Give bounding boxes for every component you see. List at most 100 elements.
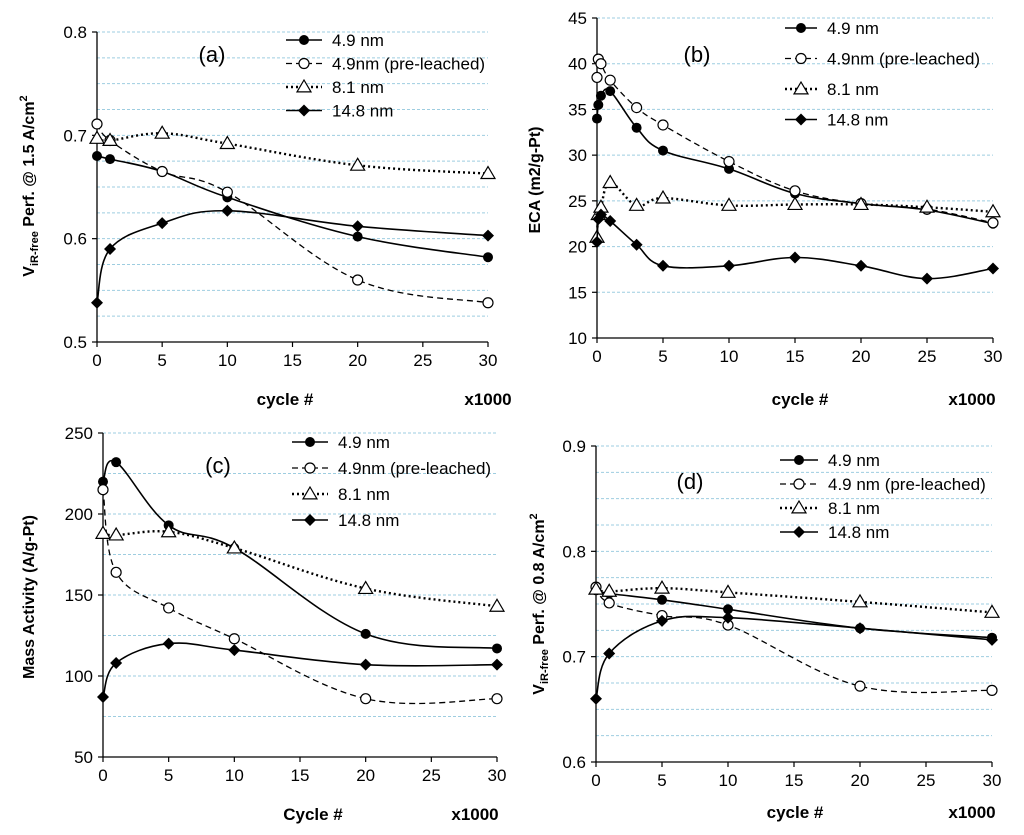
data-point [349,157,366,171]
data-point [657,259,669,272]
data-point [360,628,371,639]
data-point [852,196,870,211]
legend: 4.9 nm 4.9nm (pre-leached) 8.1 nm 14.8 nm [286,31,485,121]
data-point [594,208,607,221]
x-tick-label: 30 [479,351,498,370]
data-point [91,118,103,130]
x-tick-label: 25 [422,766,441,785]
data-point [492,643,502,654]
y-tick-label: 20 [568,238,587,257]
data-point [789,185,801,197]
data-point [631,122,642,133]
panel-label: (c) [205,453,231,478]
legend-label: 14.8 nm [332,102,393,121]
y-tick-label: 200 [65,505,93,524]
legend-label: 8.1 nm [332,78,384,97]
legend-marker [298,57,310,70]
data-point [482,229,494,242]
data-point [603,597,615,609]
legend-marker [298,104,310,117]
data-point [482,297,494,309]
y-tick-label: 50 [74,748,93,767]
series-4-9-nm [92,151,493,263]
y-axis-label: Mass Activity (A/g-Pt) [21,515,38,679]
legend-label: 4.9nm (pre-leached) [338,459,491,478]
data-point [162,637,175,650]
x-tick-label: 5 [657,771,666,790]
x-axis-unit-note: x1000 [948,390,995,409]
data-point [722,611,734,624]
x-tick-label: 30 [488,766,507,785]
data-point [111,457,122,468]
data-point [97,691,109,704]
x-tick-label: 5 [157,351,166,370]
y-tick-label: 30 [568,146,587,165]
data-point [593,99,604,110]
x-axis-label: Cycle # [283,805,343,824]
legend-marker [299,35,309,45]
legend-marker [305,437,315,447]
y-axis-label-subscript: iR-free [29,231,41,266]
data-point [94,525,112,539]
x-tick-label: 10 [720,347,739,366]
y-tick-label: 0.8 [63,23,87,42]
series-4-9nm-pre-leached- [91,118,494,309]
x-tick-label: 20 [348,351,367,370]
data-point [602,174,619,189]
data-point [228,644,241,657]
x-tick-label: 15 [786,347,805,366]
series-line [96,123,489,304]
y-axis-label-rest: Perf. @ 1.5 A/cm [21,101,38,231]
data-point [351,220,364,233]
x-tick-label: 10 [719,771,738,790]
x-axis-unit-note: x1000 [451,805,498,824]
data-point [719,584,737,598]
y-tick-label: 0.9 [562,437,586,456]
data-point [653,580,671,594]
data-point [98,476,108,487]
data-point [603,647,616,660]
data-point [657,594,667,605]
data-point [786,196,804,211]
data-point [984,203,1002,218]
y-tick-label: 40 [568,55,587,74]
y-axis-label-main: V [21,266,38,277]
legend-marker [795,52,807,65]
x-tick-label: 15 [291,766,310,785]
series-8-1-nm [88,125,497,180]
y-axis-label: ViR-free Perf. @ 1.5 A/cm2 [18,95,41,276]
x-tick-label: 25 [918,347,937,366]
data-point [219,135,236,150]
data-point [604,214,617,227]
legend-marker [794,455,804,465]
x-tick-label: 30 [984,347,1003,366]
series-14-8-nm [590,611,998,705]
data-point [723,155,735,168]
legend-label: 8.1 nm [828,499,880,518]
panel-label: (d) [677,469,704,494]
series-14-8-nm [91,204,494,309]
y-tick-label: 25 [568,192,587,211]
data-point [658,145,668,156]
x-tick-label: 10 [218,351,237,370]
data-point [97,484,109,496]
legend-label: 14.8 nm [828,523,889,542]
x-tick-label: 15 [785,771,804,790]
data-point [479,165,497,180]
panel-label: (a) [199,42,226,67]
data-point [483,252,493,263]
legend-label: 8.1 nm [827,80,879,99]
series-line [595,181,994,238]
data-point [851,593,869,608]
series-8-1-nm [587,580,1001,618]
y-tick-label: 0.7 [63,126,87,145]
data-point [590,692,602,705]
x-tick-label: 0 [592,347,601,366]
data-point [226,539,243,554]
x-tick-label: 0 [591,771,600,790]
data-point [88,130,106,144]
data-point [110,657,123,670]
x-tick-label: 25 [917,771,936,790]
x-tick-label: 30 [983,771,1002,790]
series-line [595,586,993,694]
